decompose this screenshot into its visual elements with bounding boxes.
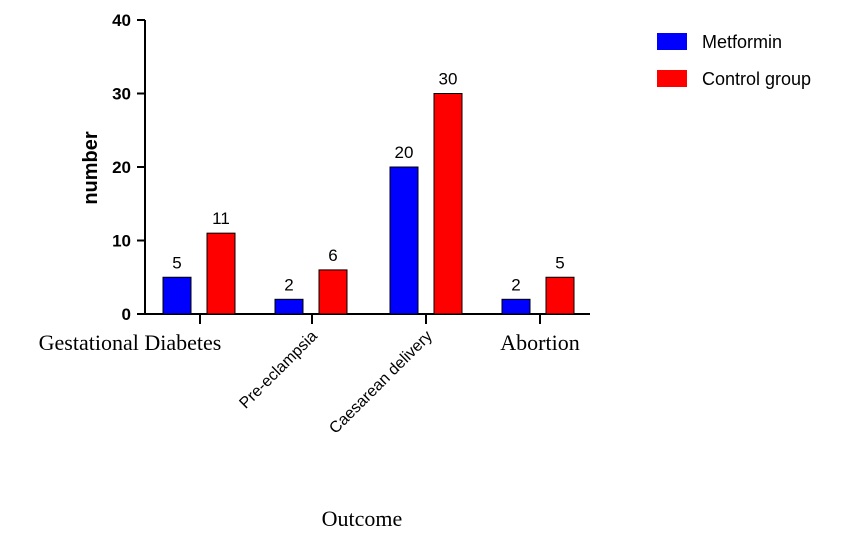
bar-metformin-1	[274, 298, 304, 315]
y-axis-title: number	[80, 131, 102, 205]
x-axis: Gestational Diabetes Pre-eclampsia Caesare…	[39, 313, 590, 438]
legend-swatch-1	[657, 70, 687, 87]
y-tick-label-10: 10	[112, 232, 131, 251]
bar-value-label: 11	[212, 209, 230, 228]
bar-value-label: 2	[284, 275, 293, 294]
x-tick-label-0: Gestational Diabetes	[39, 330, 222, 355]
legend: Metformin Control group	[657, 32, 811, 89]
bar-value-label: 20	[395, 143, 414, 162]
bar-control-group-0	[206, 232, 236, 315]
bar-value-label: 30	[439, 70, 458, 89]
bar-value-label: 5	[172, 253, 181, 272]
legend-label-0: Metformin	[702, 32, 782, 52]
bars	[162, 93, 575, 315]
x-tick-label-3: Abortion	[500, 330, 579, 355]
bar-metformin-3	[501, 298, 531, 315]
x-tick-label-2: Caesarean delivery	[326, 328, 436, 438]
bar-value-label: 5	[555, 253, 564, 272]
y-axis: 0 10 20 30 40	[112, 11, 146, 324]
legend-swatch-0	[657, 33, 687, 50]
bar-control-group-2	[433, 93, 463, 315]
y-tick-label-40: 40	[112, 11, 131, 30]
bar-control-group-1	[318, 269, 348, 315]
bar-labels: 5 11 2 6 20 30 2 5	[172, 70, 564, 295]
bar-control-group-3	[545, 276, 575, 315]
x-tick-label-1: Pre-eclampsia	[236, 328, 320, 412]
bar-metformin-2	[389, 166, 419, 315]
bar-value-label: 2	[511, 275, 520, 294]
bar-metformin-0	[162, 276, 192, 315]
bar-value-label: 6	[328, 246, 337, 265]
y-tick-label-0: 0	[122, 305, 131, 324]
legend-label-1: Control group	[702, 69, 811, 89]
y-tick-label-20: 20	[112, 158, 131, 177]
x-axis-title: Outcome	[322, 506, 403, 531]
y-tick-label-30: 30	[112, 85, 131, 104]
